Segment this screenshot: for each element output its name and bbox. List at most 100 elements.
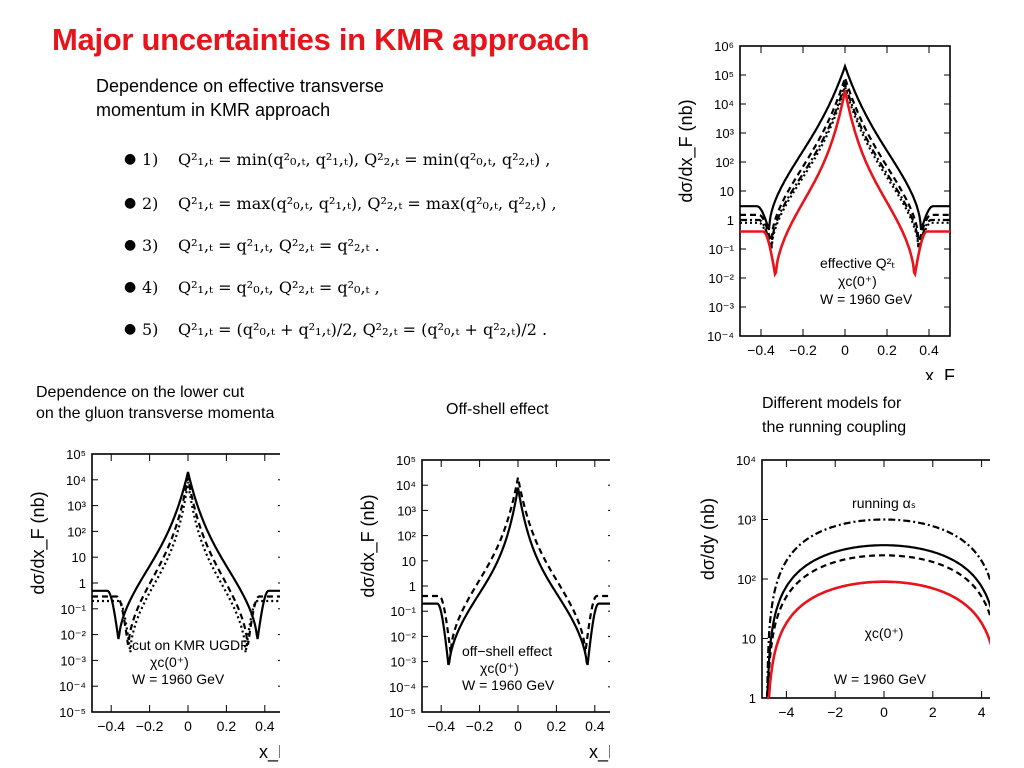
y-tick-label: 10 xyxy=(720,184,734,199)
y-tick-label: 10⁻³ xyxy=(60,653,86,668)
y-tick-label: 10² xyxy=(715,155,734,170)
x-tick-label: 0.4 xyxy=(585,718,605,734)
x-tick-label: 0.4 xyxy=(255,718,275,734)
cut-caption: Dependence on the lower cut on the gluon… xyxy=(36,384,275,422)
series-line-5 xyxy=(740,89,950,278)
y-tick-label: 10⁵ xyxy=(66,447,86,462)
annotation-label: cut on KMR UGDF xyxy=(132,637,249,653)
annotation-label: off−shell effect xyxy=(462,643,552,659)
equation-item-3: ● 3) Q²₁,ₜ = q²₁,ₜ, Q²₂,ₜ = q²₂,ₜ . xyxy=(124,233,380,257)
y-tick-label: 10² xyxy=(397,529,416,544)
y-tick-label: 10⁻⁴ xyxy=(59,679,86,694)
x-tick-label: 0.4 xyxy=(919,342,939,358)
x-axis-label: x_F xyxy=(259,742,280,762)
y-tick-label: 10⁻¹ xyxy=(390,604,416,619)
x-tick-label: −0.4 xyxy=(747,342,775,358)
y-tick-label: 10⁻³ xyxy=(708,300,734,315)
series-line-3 xyxy=(766,554,990,699)
bullet-icon: ● xyxy=(124,151,137,167)
y-tick-label: 10⁻⁴ xyxy=(707,329,734,344)
y-tick-label: 10⁻⁵ xyxy=(59,705,86,720)
kmr-chart: 10⁻⁴ 10⁻³ 10⁻² 10⁻¹ 1 10 10² 10³ 10⁴ 10⁵ 10⁶ −0.4 −0… xyxy=(676,39,955,380)
y-tick-label: 10⁴ xyxy=(736,453,756,468)
x-tick-label: −0.4 xyxy=(427,718,455,734)
x-tick-label: −4 xyxy=(778,704,794,720)
kmr-subtitle: Dependence on effective transverse momen… xyxy=(96,76,384,120)
y-tick-label: 1 xyxy=(749,691,756,706)
y-tick-label: 10 xyxy=(402,554,416,569)
y-axis-label: dσ/dy (nb) xyxy=(698,498,718,580)
y-tick-label: 10⁴ xyxy=(714,97,734,112)
y-tick-label: 10³ xyxy=(737,513,756,528)
x-tick-label: 0 xyxy=(880,704,888,720)
offshell-chart: 10⁻⁵ 10⁻⁴ 10⁻³ 10⁻² 10⁻¹ 1 10 10² 10³ 10⁴ 10⁵ −0.4−… xyxy=(358,453,610,762)
equation-text: Q²₁,ₜ = q²₀,ₜ, Q²₂,ₜ = q²₀,ₜ , xyxy=(178,277,380,297)
y-tick-label: 10³ xyxy=(67,499,86,514)
x-axis-label: x_F xyxy=(589,742,610,762)
y-tick-label: 10⁴ xyxy=(396,478,416,493)
cut-chart: 10⁻⁵ 10⁻⁴ 10⁻³ 10⁻² 10⁻¹ 1 10 10² 10³ 10⁴ 10⁵ −0.4−… xyxy=(28,447,280,762)
slide-title: Major uncertainties in KMR approach xyxy=(52,22,590,57)
equation-number: 3) xyxy=(142,235,159,255)
bullet-icon: ● xyxy=(124,237,137,253)
annotation-label: χc(0⁺) xyxy=(480,660,519,676)
series-line-2 xyxy=(422,477,610,654)
equation-text: Q²₁,ₜ = min(q²₀,ₜ, q²₁,ₜ), Q²₂,ₜ = min(q… xyxy=(178,149,551,169)
x-tick-label: 0 xyxy=(514,718,522,734)
x-tick-label: −2 xyxy=(827,704,843,720)
y-tick-label: 10⁶ xyxy=(714,39,734,54)
equation-text: Q²₁,ₜ = q²₁,ₜ, Q²₂,ₜ = q²₂,ₜ . xyxy=(178,235,380,255)
y-tick-label: 10⁻³ xyxy=(390,655,416,670)
y-tick-label: 10⁻² xyxy=(708,271,734,286)
bullet-icon: ● xyxy=(124,195,137,211)
y-tick-label: 10⁵ xyxy=(714,68,734,83)
x-tick-label: 0.2 xyxy=(877,342,897,358)
y-tick-label: 10³ xyxy=(715,126,734,141)
y-tick-label: 1 xyxy=(79,576,86,591)
bullet-icon: ● xyxy=(124,321,137,337)
series-line-3 xyxy=(92,482,280,653)
x-tick-label: 0.2 xyxy=(547,718,567,734)
x-tick-label: −0.2 xyxy=(789,342,817,358)
y-tick-label: 10⁻² xyxy=(390,629,416,644)
equation-item-4: ● 4) Q²₁,ₜ = q²₀,ₜ, Q²₂,ₜ = q²₀,ₜ , xyxy=(124,275,380,299)
y-tick-label: 10⁻⁴ xyxy=(389,680,416,695)
equation-item-1: ● 1) Q²₁,ₜ = min(q²₀,ₜ, q²₁,ₜ), Q²₂,ₜ = … xyxy=(124,147,550,171)
annotation-label: W = 1960 GeV xyxy=(834,671,927,687)
x-tick-label: 2 xyxy=(929,704,937,720)
y-tick-label: 10 xyxy=(742,632,756,647)
series-line-1 xyxy=(766,518,990,699)
series-line-1 xyxy=(740,63,950,231)
series-line-1 xyxy=(422,487,610,666)
equation-number: 4) xyxy=(142,277,159,297)
equation-number: 1) xyxy=(142,149,159,169)
y-tick-label: 10⁻² xyxy=(60,628,86,643)
offshell-caption: Off-shell effect xyxy=(446,401,549,418)
equation-number: 5) xyxy=(142,319,159,339)
equation-item-5: ● 5) Q²₁,ₜ = (q²₀,ₜ + q²₁,ₜ)/2, Q²₂,ₜ = … xyxy=(124,317,547,341)
series-line-4 xyxy=(740,82,950,251)
y-axis-label: dσ/dx_F (nb) xyxy=(676,99,697,202)
annotation-label: W = 1960 GeV xyxy=(132,671,225,687)
y-axis-label: dσ/dx_F (nb) xyxy=(28,491,49,594)
y-tick-label: 10 xyxy=(72,550,86,565)
x-tick-label: 0 xyxy=(841,342,849,358)
annotation-label: W = 1960 GeV xyxy=(462,677,555,693)
equation-number: 2) xyxy=(142,193,159,213)
annotation-label: χc(0⁺) xyxy=(865,625,904,641)
y-tick-label: 1 xyxy=(409,579,416,594)
y-axis-label: dσ/dx_F (nb) xyxy=(358,494,379,597)
x-tick-label: −0.2 xyxy=(466,718,494,734)
y-tick-label: 10³ xyxy=(397,503,416,518)
series-line-2 xyxy=(92,477,280,645)
equation-item-2: ● 2) Q²₁,ₜ = max(q²₀,ₜ, q²₁,ₜ), Q²₂,ₜ = … xyxy=(124,191,557,215)
y-tick-label: 10⁴ xyxy=(66,473,86,488)
y-tick-label: 1 xyxy=(727,213,734,228)
equation-text: Q²₁,ₜ = (q²₀,ₜ + q²₁,ₜ)/2, Q²₂,ₜ = (q²₀,… xyxy=(178,319,548,339)
coupling-caption: Different models for the running couplin… xyxy=(762,395,907,436)
x-tick-label: 4 xyxy=(978,704,986,720)
bullet-icon: ● xyxy=(124,279,137,295)
y-tick-label: 10⁻¹ xyxy=(708,242,734,257)
annotation-label: W = 1960 GeV xyxy=(820,291,913,307)
